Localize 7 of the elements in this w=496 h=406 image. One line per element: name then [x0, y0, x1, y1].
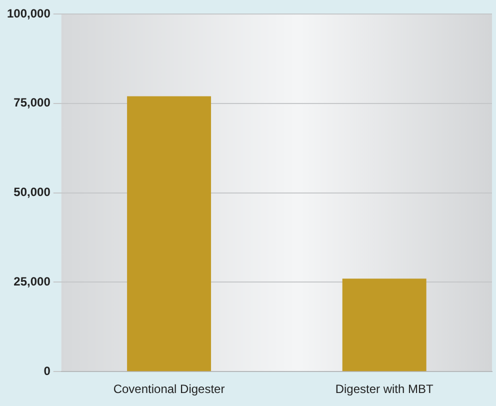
x-tick-label: Coventional Digester: [113, 382, 225, 396]
y-tick-label: 0: [44, 364, 51, 378]
y-tick-label: 50,000: [14, 185, 51, 200]
y-tick-label: 100,000: [6, 6, 51, 20]
y-tick-label: 75,000: [14, 96, 51, 110]
y-tick-label: 25,000: [14, 274, 51, 289]
x-tick-label: Digester with MBT: [335, 382, 434, 396]
